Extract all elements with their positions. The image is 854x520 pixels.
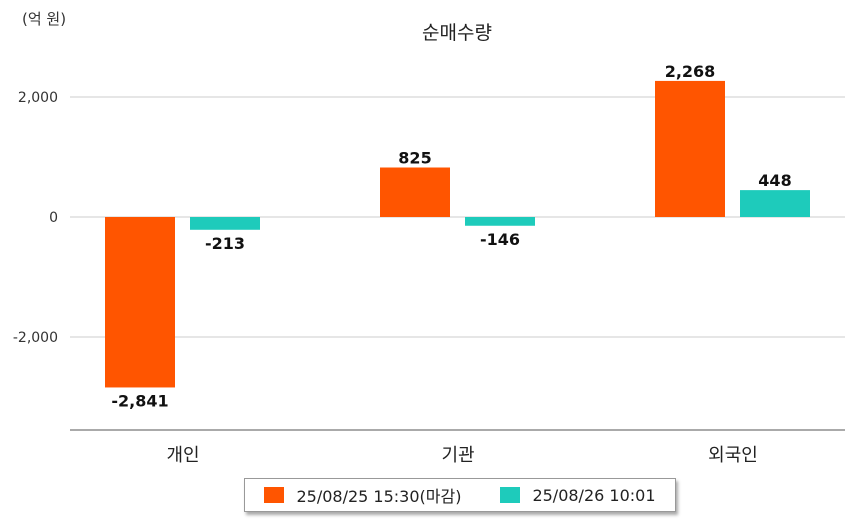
legend-swatch-series-2 — [500, 487, 521, 503]
data-label: 825 — [398, 149, 431, 168]
x-tick-label: 기관 — [441, 445, 474, 466]
x-tick-label: 외국인 — [708, 445, 758, 466]
data-label: 448 — [758, 171, 791, 190]
y-tick-label: -2,000 — [13, 330, 58, 346]
unit-label: (억 원) — [22, 10, 67, 28]
y-tick-label: 0 — [49, 210, 58, 226]
data-label: -146 — [480, 230, 520, 249]
bar-2-0 — [190, 217, 260, 230]
bar-chart: 2,000 0 -2,000 -2,841 -213 개인 825 -146 기관 2,268 44… — [13, 62, 845, 466]
chart-title: 순매수량 — [422, 22, 492, 44]
legend-label-series-1: 25/08/25 15:30(마감) — [296, 487, 462, 506]
legend-item-series-1[interactable]: 25/08/25 15:30(마감) — [264, 483, 461, 507]
data-label: -2,841 — [111, 391, 168, 410]
legend-item-series-2[interactable]: 25/08/26 10:01 — [500, 485, 656, 505]
bar-1-2 — [655, 80, 725, 217]
legend-swatch-series-1 — [264, 487, 285, 503]
bar-2-1 — [465, 217, 535, 226]
chart-legend: 25/08/25 15:30(마감) 25/08/26 10:01 — [244, 478, 676, 512]
legend-label-series-2: 25/08/26 10:01 — [532, 485, 656, 505]
bar-1-0 — [105, 217, 175, 388]
bar-2-2 — [740, 190, 810, 217]
x-tick-label: 개인 — [166, 445, 199, 466]
y-tick-label: 2,000 — [18, 90, 58, 106]
bar-1-1 — [380, 167, 450, 217]
data-label: -213 — [205, 234, 245, 253]
data-label: 2,268 — [665, 62, 716, 81]
